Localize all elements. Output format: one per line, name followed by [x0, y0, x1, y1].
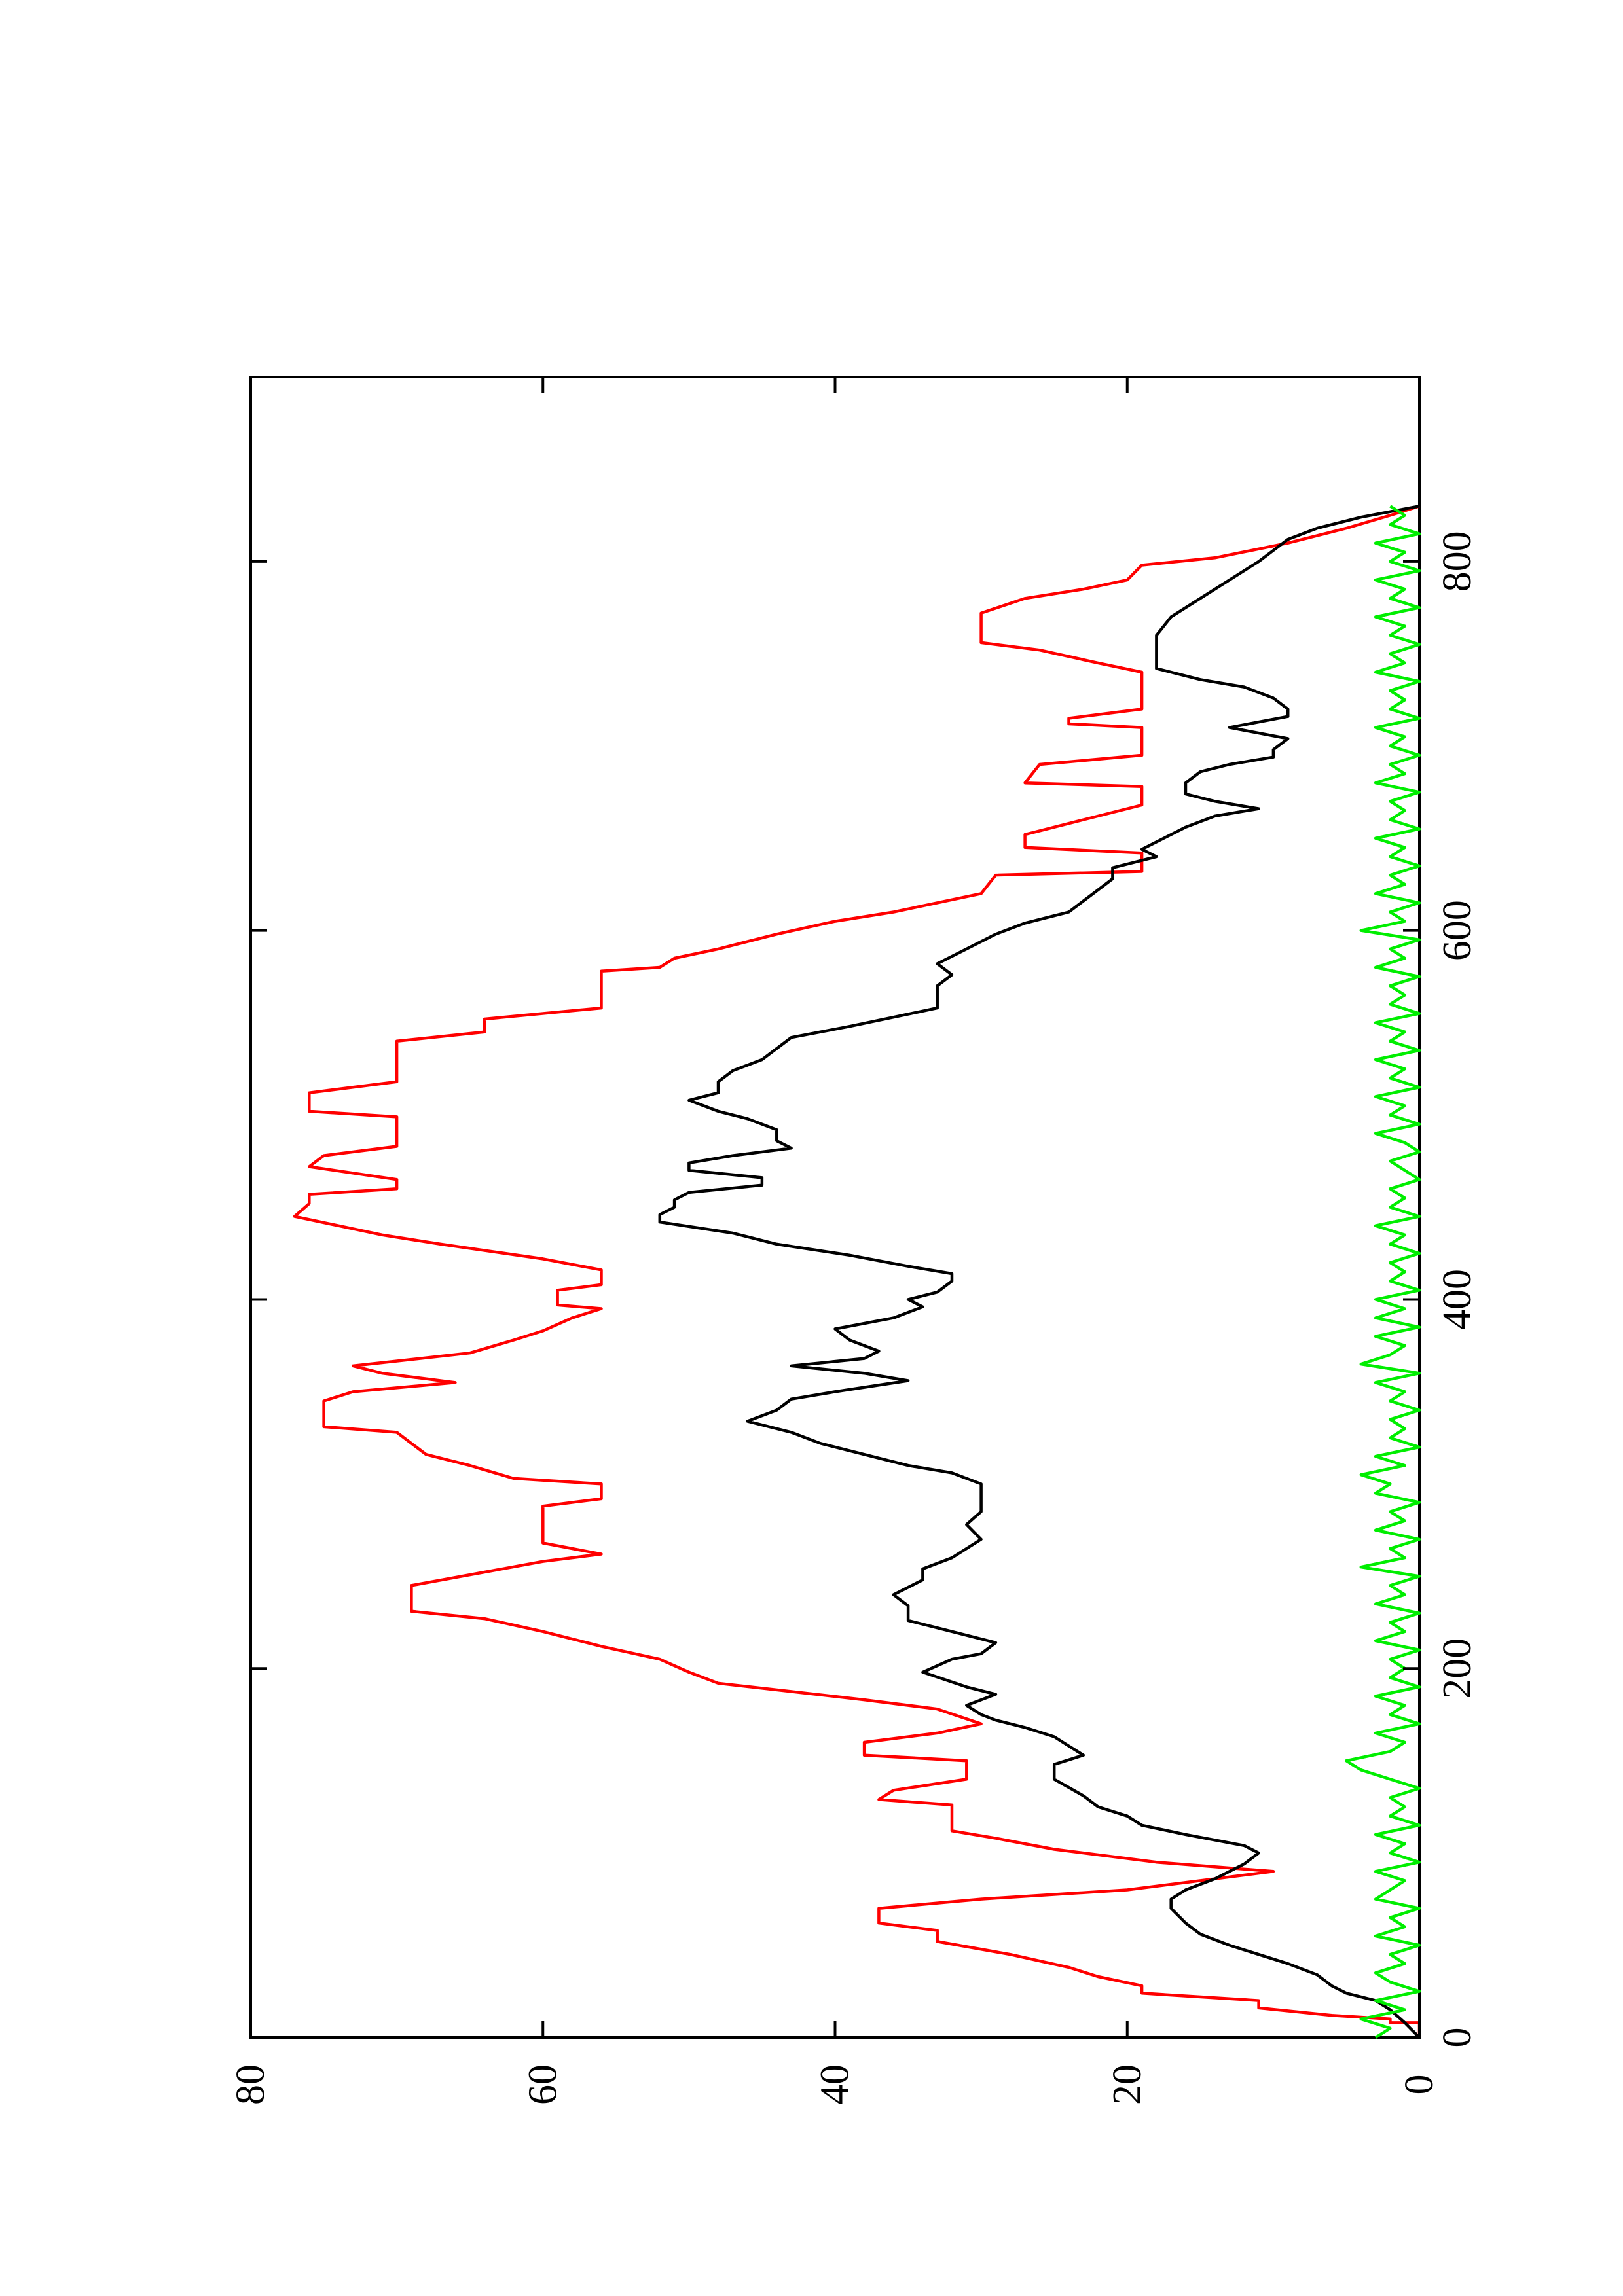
y-tick-label: 40 — [813, 2064, 858, 2105]
tick-layer — [249, 377, 1421, 2039]
plot-frame — [249, 376, 1421, 2039]
x-tick-label: 400 — [1435, 1269, 1480, 1330]
x-tick-label: 0 — [1435, 2028, 1480, 2048]
tick-label-layer: 0 200 400 600 800 0 20 40 60 80 — [228, 531, 1480, 2105]
x-tick-label: 200 — [1435, 1638, 1480, 1699]
y-tick-label: 20 — [1105, 2064, 1150, 2105]
plot-area — [249, 376, 1421, 2039]
series-layer — [293, 505, 1421, 2039]
x-tick-label: 800 — [1435, 531, 1480, 592]
series-line-3 — [1345, 505, 1421, 2039]
series-line-2 — [658, 505, 1421, 2039]
y-tick-label: 80 — [228, 2064, 273, 2105]
x-tick-label: 600 — [1435, 900, 1480, 961]
series-line-1 — [293, 505, 1421, 2037]
y-tick-label: 0 — [1397, 2075, 1442, 2095]
y-tick-label: 60 — [520, 2064, 565, 2105]
